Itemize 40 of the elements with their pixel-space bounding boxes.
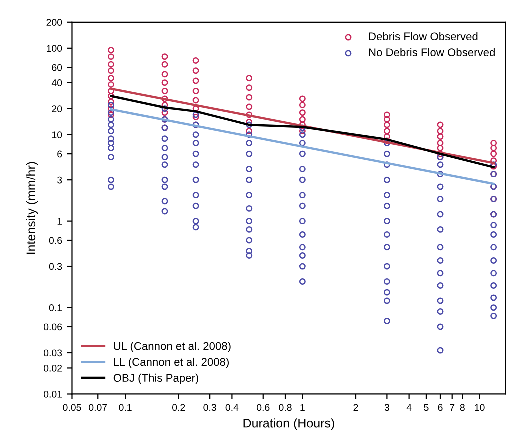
y-tick-label: 200 xyxy=(46,19,62,26)
x-tick-label: 0.8 xyxy=(279,404,292,412)
y-axis-title: Intensity (mm/hr) xyxy=(26,162,38,254)
y-tick-label: 60 xyxy=(52,64,62,72)
x-tick-label: 8 xyxy=(460,404,465,412)
legend-label: LL (Cannon et al. 2008) xyxy=(114,358,229,368)
y-tick-label: 6 xyxy=(58,150,62,158)
legend-label: Debris Flow Observed xyxy=(369,32,478,41)
x-tick-label: 7 xyxy=(450,404,455,412)
x-tick-label: 0.4 xyxy=(226,404,239,412)
y-tick-label: 10 xyxy=(52,132,62,138)
x-tick-label: 0.2 xyxy=(172,404,186,412)
y-tick-label: 100 xyxy=(47,45,62,52)
y-tick-label: 0.06 xyxy=(44,324,62,331)
x-tick-label: 4 xyxy=(406,404,412,412)
x-tick-label: 0.1 xyxy=(119,404,132,412)
legend-label: OBJ (This Paper) xyxy=(114,374,198,384)
y-tick-label: 3 xyxy=(57,176,62,184)
x-tick-label: 10 xyxy=(475,404,485,412)
x-tick-label: 1 xyxy=(300,404,305,412)
x-tick-label: 3 xyxy=(384,404,390,412)
x-tick-label: 0.3 xyxy=(204,404,216,412)
x-tick-label: 0.6 xyxy=(257,404,270,412)
x-tick-label: 0.07 xyxy=(89,404,108,412)
legend-label: UL (Cannon et al. 2008) xyxy=(114,342,231,352)
y-tick-label: 0.02 xyxy=(44,364,62,372)
legend-label: No Debris Flow Observed xyxy=(369,48,495,56)
y-tick-label: 1 xyxy=(58,218,62,225)
y-tick-label: 0.03 xyxy=(44,350,62,357)
y-tick-label: 0.3 xyxy=(49,263,62,270)
y-tick-label: 40 xyxy=(52,80,62,86)
x-tick-label: 6 xyxy=(438,404,443,412)
x-tick-label: 2 xyxy=(354,404,358,412)
y-tick-label: 20 xyxy=(52,106,62,112)
x-axis-title: Duration (Hours) xyxy=(244,418,334,430)
x-tick-label: 5 xyxy=(424,404,429,412)
y-tick-label: 0.1 xyxy=(49,304,62,312)
x-tick-label: 0.05 xyxy=(63,404,82,412)
y-tick-label: 0.6 xyxy=(49,237,62,244)
y-tick-label: 0.01 xyxy=(44,390,62,398)
